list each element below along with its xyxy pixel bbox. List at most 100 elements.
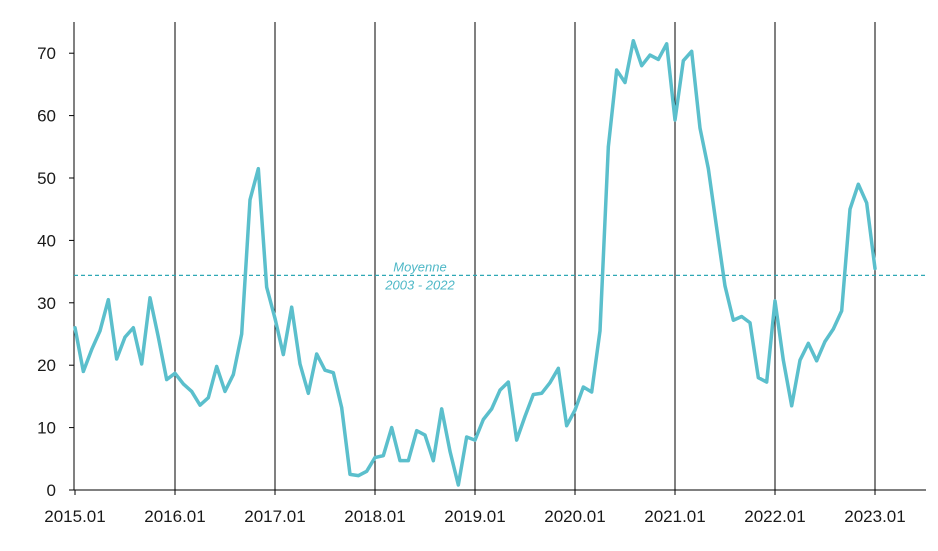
data-point: [290, 305, 294, 309]
data-point: [131, 326, 135, 330]
data-point: [440, 407, 444, 411]
data-point: [215, 364, 219, 368]
data-point: [256, 167, 260, 171]
data-point: [831, 327, 835, 331]
data-point: [448, 449, 452, 453]
data-point: [406, 459, 410, 463]
x-tick-label: 2015.01: [44, 507, 105, 526]
x-tick-label: 2018.01: [344, 507, 405, 526]
data-point: [540, 391, 544, 395]
data-point: [548, 381, 552, 385]
data-point: [115, 357, 119, 361]
data-point: [423, 433, 427, 437]
data-point: [398, 459, 402, 463]
data-point: [748, 321, 752, 325]
data-point: [756, 376, 760, 380]
y-tick-label: 30: [37, 294, 56, 313]
y-tick-label: 50: [37, 169, 56, 188]
data-point: [98, 329, 102, 333]
data-point: [815, 359, 819, 363]
data-point: [665, 42, 669, 46]
data-point: [790, 404, 794, 408]
data-point: [481, 417, 485, 421]
y-tick-label: 0: [47, 481, 56, 500]
data-point: [573, 408, 577, 412]
x-tick-label: 2020.01: [544, 507, 605, 526]
data-point: [840, 309, 844, 313]
data-point: [248, 198, 252, 202]
data-point: [681, 59, 685, 63]
data-point: [365, 469, 369, 473]
data-point: [731, 318, 735, 322]
data-point: [173, 371, 177, 375]
data-point: [356, 474, 360, 478]
data-point: [515, 438, 519, 442]
data-point: [298, 362, 302, 366]
data-point: [648, 53, 652, 57]
data-point: [765, 380, 769, 384]
data-point: [181, 382, 185, 386]
y-tick-label: 60: [37, 107, 56, 126]
data-point: [106, 298, 110, 302]
data-point: [315, 352, 319, 356]
data-point: [806, 341, 810, 345]
data-point: [231, 373, 235, 377]
data-point: [556, 366, 560, 370]
data-point: [415, 429, 419, 433]
data-point: [673, 118, 677, 122]
data-point: [656, 57, 660, 61]
data-point: [606, 145, 610, 149]
data-point: [631, 39, 635, 43]
data-point: [640, 64, 644, 68]
data-point: [156, 335, 160, 339]
y-tick-label: 20: [37, 356, 56, 375]
x-tick-label: 2023.01: [844, 507, 905, 526]
data-point: [273, 316, 277, 320]
data-point: [140, 362, 144, 366]
x-axis-ticks: 2015.01 2016.01 2017.01 2018.01 2019.01 2020.…: [44, 490, 906, 526]
data-point: [206, 396, 210, 400]
year-gridlines: [174, 22, 876, 490]
y-tick-label: 10: [37, 419, 56, 438]
x-tick-label: 2021.01: [644, 507, 705, 526]
data-point: [165, 378, 169, 382]
data-point: [148, 296, 152, 300]
data-point: [198, 403, 202, 407]
data-point: [873, 266, 877, 270]
data-point: [798, 358, 802, 362]
data-point: [90, 348, 94, 352]
data-point: [373, 456, 377, 460]
data-point: [465, 435, 469, 439]
data-point: [390, 426, 394, 430]
data-point: [523, 414, 527, 418]
average-period-label: 2003 - 2022: [384, 277, 455, 292]
data-point: [598, 329, 602, 333]
data-point: [698, 126, 702, 130]
data-point: [823, 339, 827, 343]
data-point: [723, 284, 727, 288]
data-point: [740, 315, 744, 319]
data-point: [531, 393, 535, 397]
data-point: [856, 182, 860, 186]
data-point: [456, 483, 460, 487]
data-point: [190, 389, 194, 393]
data-point: [498, 388, 502, 392]
data-point: [281, 353, 285, 357]
data-point: [781, 358, 785, 362]
data-point: [865, 201, 869, 205]
data-point: [715, 226, 719, 230]
average-label: Moyenne: [393, 259, 446, 274]
data-point: [323, 368, 327, 372]
data-point: [73, 326, 77, 330]
data-point: [431, 459, 435, 463]
data-point: [81, 369, 85, 373]
data-point: [623, 81, 627, 85]
data-point: [348, 472, 352, 476]
x-tick-label: 2019.01: [444, 507, 505, 526]
data-point: [581, 385, 585, 389]
data-point: [773, 299, 777, 303]
data-point: [590, 390, 594, 394]
data-point: [473, 438, 477, 442]
data-point: [615, 68, 619, 72]
